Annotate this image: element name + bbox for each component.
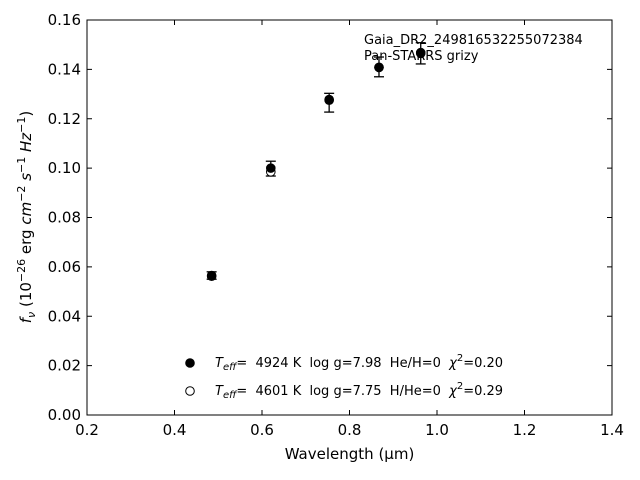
y-label-cm-exp: −2	[15, 186, 28, 202]
x-tick-label: 0.4	[163, 421, 187, 439]
x-axis-label: Wavelength (μm)	[285, 445, 415, 463]
y-tick-label: 0.04	[48, 307, 81, 325]
y-label-s-exp: −1	[15, 157, 28, 173]
y-tick-label: 0.12	[48, 110, 81, 128]
legend-2-text1: = 4601 K log g=7.75 H/He=0	[236, 384, 449, 399]
y-tick-label: 0.02	[48, 357, 81, 375]
x-tick-label: 1.0	[425, 421, 449, 439]
y-tick-label: 0.14	[48, 60, 81, 78]
point-filled	[415, 48, 426, 59]
point-filled	[265, 163, 276, 173]
y-tick-label: 0.10	[48, 159, 81, 177]
legend-entry-1: Teff= 4924 K log g=7.98 He/H=0 χ2=0.20	[215, 353, 503, 373]
y-label-base: f	[17, 315, 35, 323]
y-label-hz: Hz	[17, 132, 35, 157]
legend-1-text1: = 4924 K log g=7.98 He/H=0	[236, 356, 449, 371]
error-bars	[206, 42, 426, 280]
y-label-cm: cm	[17, 202, 35, 225]
legend-2-chi: χ	[448, 384, 458, 399]
legend-2-text2: =0.29	[463, 384, 503, 399]
legend: Teff= 4924 K log g=7.98 He/H=0 χ2=0.20 T…	[185, 353, 503, 401]
legend-entry-2: Teff= 4601 K log g=7.75 H/He=0 χ2=0.29	[215, 381, 503, 401]
x-tick-label: 1.2	[513, 421, 537, 439]
point-filled	[206, 270, 217, 281]
legend-1-chi-exp: 2	[457, 353, 463, 364]
legend-1-chi: χ	[448, 356, 458, 371]
y-tick-label: 0.08	[48, 209, 81, 227]
y-tick-label: 0.16	[48, 11, 81, 29]
y-label-sub: ν	[25, 312, 38, 318]
y-tick-label: 0.00	[48, 406, 81, 424]
y-label-erg: erg	[17, 225, 35, 259]
point-filled	[324, 94, 334, 105]
y-label-paren-open: (10	[17, 282, 35, 312]
x-tick-label: 1.4	[600, 421, 624, 439]
x-tick-label: 0.8	[338, 421, 362, 439]
axis-ticks	[86, 19, 613, 416]
legend-marker-open	[185, 386, 195, 396]
x-tick-label: 0.2	[75, 421, 99, 439]
y-label-paren-close: )	[17, 111, 35, 117]
legend-1-t: T	[215, 356, 224, 371]
y-label-exp: −26	[15, 259, 28, 282]
x-tick-labels: 0.2 0.4 0.6 0.8 1.0 1.2 1.4	[75, 421, 624, 439]
point-filled	[374, 62, 384, 73]
x-tick-label: 0.6	[250, 421, 274, 439]
legend-2-eff: eff	[223, 390, 238, 401]
legend-2-t: T	[215, 384, 224, 399]
annotation-survey: Pan-STARRS grizy	[364, 49, 479, 64]
data-markers	[206, 47, 426, 282]
y-label-s: s	[17, 173, 35, 186]
y-axis-label: fν (10−26 erg cm−2 s−1 Hz−1)	[15, 111, 38, 323]
y-tick-labels: 0.00 0.02 0.04 0.06 0.08 0.10 0.12 0.14 0.16	[48, 11, 81, 424]
legend-marker-filled	[185, 358, 195, 368]
legend-1-eff: eff	[223, 362, 238, 373]
legend-2-chi-exp: 2	[457, 381, 463, 392]
legend-1-text2: =0.20	[463, 356, 503, 371]
y-tick-label: 0.06	[48, 258, 81, 276]
annotation-star-name: Gaia_DR2_249816532255072384	[364, 33, 583, 48]
y-label-hz-exp: −1	[15, 117, 28, 133]
